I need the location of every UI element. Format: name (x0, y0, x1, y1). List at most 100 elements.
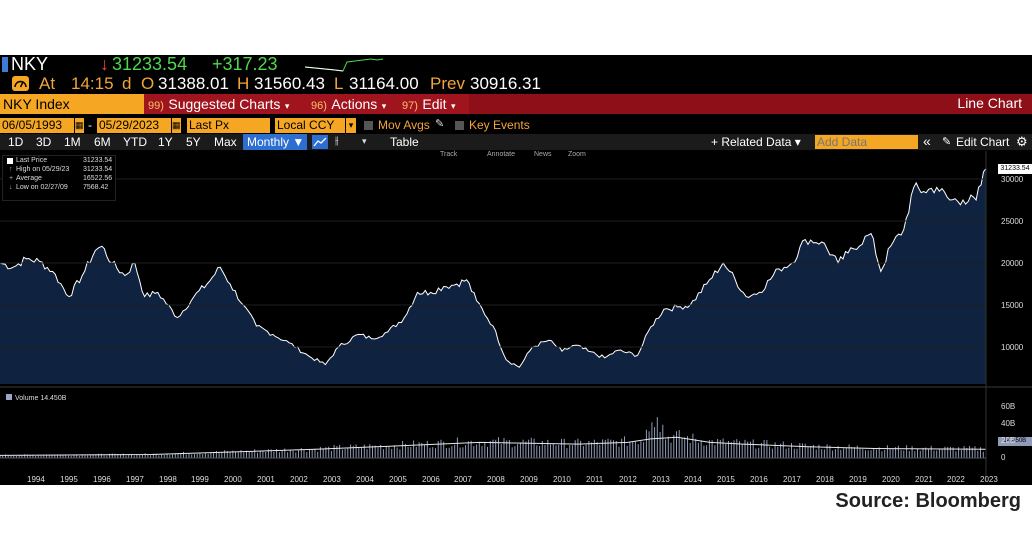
volume-tick: 60B (1001, 402, 1016, 411)
price-plot (0, 168, 987, 384)
year-label: 1996 (93, 475, 111, 484)
year-label: 2019 (849, 475, 867, 484)
volume-legend: Volume 14.450B (6, 394, 66, 402)
volume-tag: 14.450B (998, 437, 1032, 446)
volume-plot (0, 417, 987, 458)
time: 14:15 (71, 74, 114, 93)
plot-tools: Track Annotate News Zoom (438, 151, 593, 162)
start-calendar-icon[interactable]: ▦ (74, 118, 84, 133)
year-label: 2013 (652, 475, 670, 484)
ohlc-row: At 14:15 d O 31388.01 H 31560.43 L 31164… (0, 74, 1032, 94)
year-label: 2000 (224, 475, 242, 484)
chart-type-dropdown-icon[interactable]: ▾ (362, 136, 367, 146)
chart-type-title: Line Chart (957, 95, 1022, 111)
sparkline (305, 58, 384, 72)
ticker-symbol[interactable]: NKY (11, 55, 49, 74)
open-value: 31388.01 (158, 74, 229, 93)
collapse-icon[interactable]: « (923, 133, 931, 149)
volume-tick: 0 (1001, 453, 1006, 462)
field-selector[interactable]: Last Px (187, 118, 270, 133)
period-6m[interactable]: 6M (94, 135, 111, 149)
add-data-input[interactable] (815, 135, 918, 149)
volume-swatch (6, 394, 12, 400)
volume-tick: 20B (1001, 436, 1016, 445)
start-date-field[interactable]: 06/05/1993 (0, 118, 74, 133)
track-tool[interactable]: Track (440, 151, 458, 158)
currency-selector[interactable]: Local CCY (275, 118, 345, 133)
price-tick: 10000 (1001, 343, 1024, 352)
year-label: 2016 (750, 475, 768, 484)
mov-avgs-label: Mov Avgs (378, 118, 430, 132)
period-3d[interactable]: 3D (36, 135, 52, 149)
price-area (0, 168, 986, 384)
year-label: 2012 (619, 475, 637, 484)
year-label: 2007 (454, 475, 472, 484)
high-label: H (237, 74, 250, 93)
bar-chart-icon[interactable]: ⫲ (335, 135, 339, 147)
period-ytd[interactable]: YTD (123, 135, 147, 149)
year-label: 2022 (947, 475, 965, 484)
year-label: 2005 (389, 475, 407, 484)
period-1d[interactable]: 1D (8, 135, 24, 149)
price-tick: 25000 (1001, 217, 1024, 226)
actions-label: Actions (331, 96, 378, 112)
mov-avgs-checkbox[interactable] (364, 121, 373, 130)
low-value: 31164.00 (349, 74, 419, 93)
frequency-selector[interactable]: Monthly ▼ (243, 134, 307, 150)
suggested-number: 99) (148, 100, 164, 112)
annotate-tool[interactable]: Annotate (487, 151, 516, 158)
prev-value: 30916.31 (470, 74, 541, 93)
zoom-tool[interactable]: Zoom (568, 151, 586, 158)
actions-menu[interactable]: 96) Actions ▾ (311, 94, 386, 114)
bloomberg-terminal: NKY ↓ 31233.54 +317.23 At 14:15 d O 3138… (0, 55, 1032, 485)
edit-chart-pencil-icon: ✎ (942, 136, 952, 148)
high-value: 31560.43 (254, 74, 325, 93)
line-chart-icon[interactable] (312, 135, 328, 149)
period-max[interactable]: Max (214, 135, 237, 149)
year-label: 2020 (882, 475, 900, 484)
currency-dropdown-icon[interactable]: ▾ (345, 118, 356, 133)
table-button[interactable]: Table (390, 135, 419, 149)
average-marker-icon: + (9, 175, 14, 182)
speedometer-icon[interactable] (12, 76, 29, 91)
related-data-button[interactable]: + Related Data ▾ (711, 135, 801, 149)
title-strip (469, 94, 1032, 114)
edit-chart-button[interactable]: Edit Chart (956, 135, 1010, 149)
end-calendar-icon[interactable]: ▦ (171, 118, 181, 133)
legend-label: High on 05/29/23 (16, 166, 70, 173)
menu-bar: NKY Index 99) Suggested Charts ▾ 96) Act… (0, 94, 1032, 114)
period-1y[interactable]: 1Y (158, 135, 173, 149)
key-events-label: Key Events (469, 118, 530, 132)
period-5y[interactable]: 5Y (186, 135, 201, 149)
year-label: 2004 (356, 475, 374, 484)
last-price-swatch (7, 158, 13, 164)
settings-row: 06/05/1993 ▦ - 05/29/2023 ▦ Last Px Loca… (0, 116, 1032, 134)
at-label: At (39, 74, 56, 93)
settings-gear-icon[interactable]: ⚙ (1016, 134, 1028, 149)
year-label: 2017 (783, 475, 801, 484)
year-label: 2002 (290, 475, 308, 484)
security-field[interactable]: NKY Index (0, 94, 144, 114)
end-date-field[interactable]: 05/29/2023 (97, 118, 171, 133)
year-label: 1998 (159, 475, 177, 484)
volume-tick: 40B (1001, 419, 1016, 428)
key-events-checkbox[interactable] (455, 121, 464, 130)
edit-label: Edit (422, 96, 447, 112)
year-label: 2023 (980, 475, 998, 484)
prev-label: Prev (430, 74, 465, 93)
year-label: 2018 (816, 475, 834, 484)
year-label: 2010 (553, 475, 571, 484)
legend-label: Average (16, 175, 42, 182)
suggested-charts-menu[interactable]: 99) Suggested Charts ▾ (148, 94, 289, 114)
price-tick: 20000 (1001, 259, 1024, 268)
period-1m[interactable]: 1M (64, 135, 81, 149)
year-label: 2001 (257, 475, 275, 484)
open-label: O (141, 74, 155, 93)
year-label: 1995 (60, 475, 78, 484)
year-label: 2003 (323, 475, 341, 484)
edit-menu[interactable]: 97) Edit ▾ (402, 94, 455, 114)
year-label: 2008 (487, 475, 505, 484)
price-tick: 15000 (1001, 301, 1024, 310)
pencil-icon[interactable]: ✎ (435, 118, 445, 130)
news-tool[interactable]: News (534, 151, 552, 158)
